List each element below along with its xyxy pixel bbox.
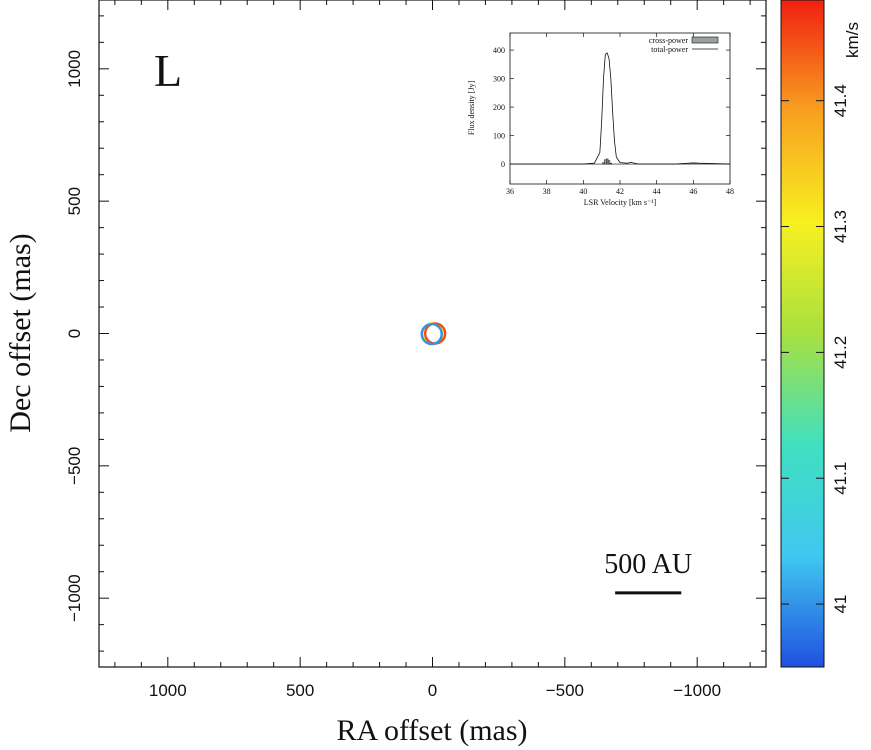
y-axis-title: Dec offset (mas) <box>4 233 37 432</box>
colorbar-ticks <box>781 100 824 605</box>
maser-spots <box>420 322 447 346</box>
colorbar-gradient <box>780 0 825 668</box>
inset-x-tick-label: 38 <box>543 187 551 196</box>
inset-x-tick-label: 44 <box>653 187 661 196</box>
colorbar-tick-label: 41.1 <box>831 462 850 495</box>
y-tick-label: −1000 <box>65 574 84 622</box>
inset-y-tick-label: 200 <box>493 103 505 112</box>
inset-x-tick-labels: 36 38 40 42 44 46 48 <box>506 187 734 196</box>
cross-power-bars <box>602 158 613 165</box>
cross-power-bar <box>609 162 613 165</box>
inset-x-tick-label: 48 <box>726 187 734 196</box>
legend-cross-power-swatch <box>691 36 719 44</box>
panel-label: L <box>154 45 182 96</box>
colorbar-tick-label: 41 <box>831 595 850 614</box>
colorbar-tick-label: 41.3 <box>831 210 850 243</box>
y-tick-labels: 1000 500 0 −500 −1000 <box>65 50 84 622</box>
inset-legend: cross-power total-power <box>649 36 719 54</box>
colorbar-tick-labels: 41 41.1 41.2 41.3 41.4 <box>831 84 850 613</box>
colorbar-tick-label: 41.2 <box>831 336 850 369</box>
y-tick-label: 0 <box>65 329 84 338</box>
inset-y-tick-label: 100 <box>493 132 505 141</box>
cross-power-bar <box>604 159 607 165</box>
scale-bar-label: 500 AU <box>604 549 692 580</box>
map-ticks <box>99 0 766 667</box>
inset-y-tick-labels: 0 100 200 300 400 <box>493 46 505 169</box>
x-tick-label: −1000 <box>673 681 721 700</box>
x-tick-label: 0 <box>428 681 437 700</box>
cross-power-bar <box>607 160 611 165</box>
x-tick-labels: 1000 500 0 −500 −1000 <box>149 681 721 700</box>
colorbar-unit-label: km/s <box>843 22 862 58</box>
inset-y-tick-label: 400 <box>493 46 505 55</box>
legend-total-power-label: total-power <box>651 45 688 54</box>
colorbar: 41 41.1 41.2 41.3 41.4 km/s <box>780 0 862 668</box>
inset-frame <box>509 32 731 185</box>
inset-x-tick-label: 36 <box>506 187 514 196</box>
y-tick-label: −500 <box>65 447 84 485</box>
inset-x-tick-label: 42 <box>616 187 624 196</box>
x-axis-title: RA offset (mas) <box>336 714 527 747</box>
inset-x-tick-label: 40 <box>579 187 587 196</box>
inset-y-axis-title: Flux density [Jy] <box>467 81 476 136</box>
colorbar-tick-label: 41.4 <box>831 84 850 117</box>
x-tick-label: 1000 <box>149 681 187 700</box>
legend-cross-power-label: cross-power <box>649 36 688 45</box>
maser-spot <box>420 322 443 346</box>
scale-bar: 500 AU <box>604 549 692 595</box>
inset-x-axis-title: LSR Velocity [km s⁻¹] <box>584 198 657 207</box>
y-tick-label: 1000 <box>65 50 84 88</box>
cross-power-bar <box>602 162 605 165</box>
x-tick-label: −500 <box>546 681 584 700</box>
total-power-line <box>510 52 731 165</box>
inset-y-tick-label: 300 <box>493 75 505 84</box>
inset-spectrum: 36 38 40 42 44 46 48 0 100 200 300 400 LSR Velocit… <box>467 32 734 207</box>
inset-y-tick-label: 0 <box>501 160 505 169</box>
cross-power-bar <box>606 158 609 165</box>
inset-x-tick-label: 46 <box>689 187 697 196</box>
x-tick-label: 500 <box>286 681 314 700</box>
y-tick-label: 500 <box>65 187 84 215</box>
